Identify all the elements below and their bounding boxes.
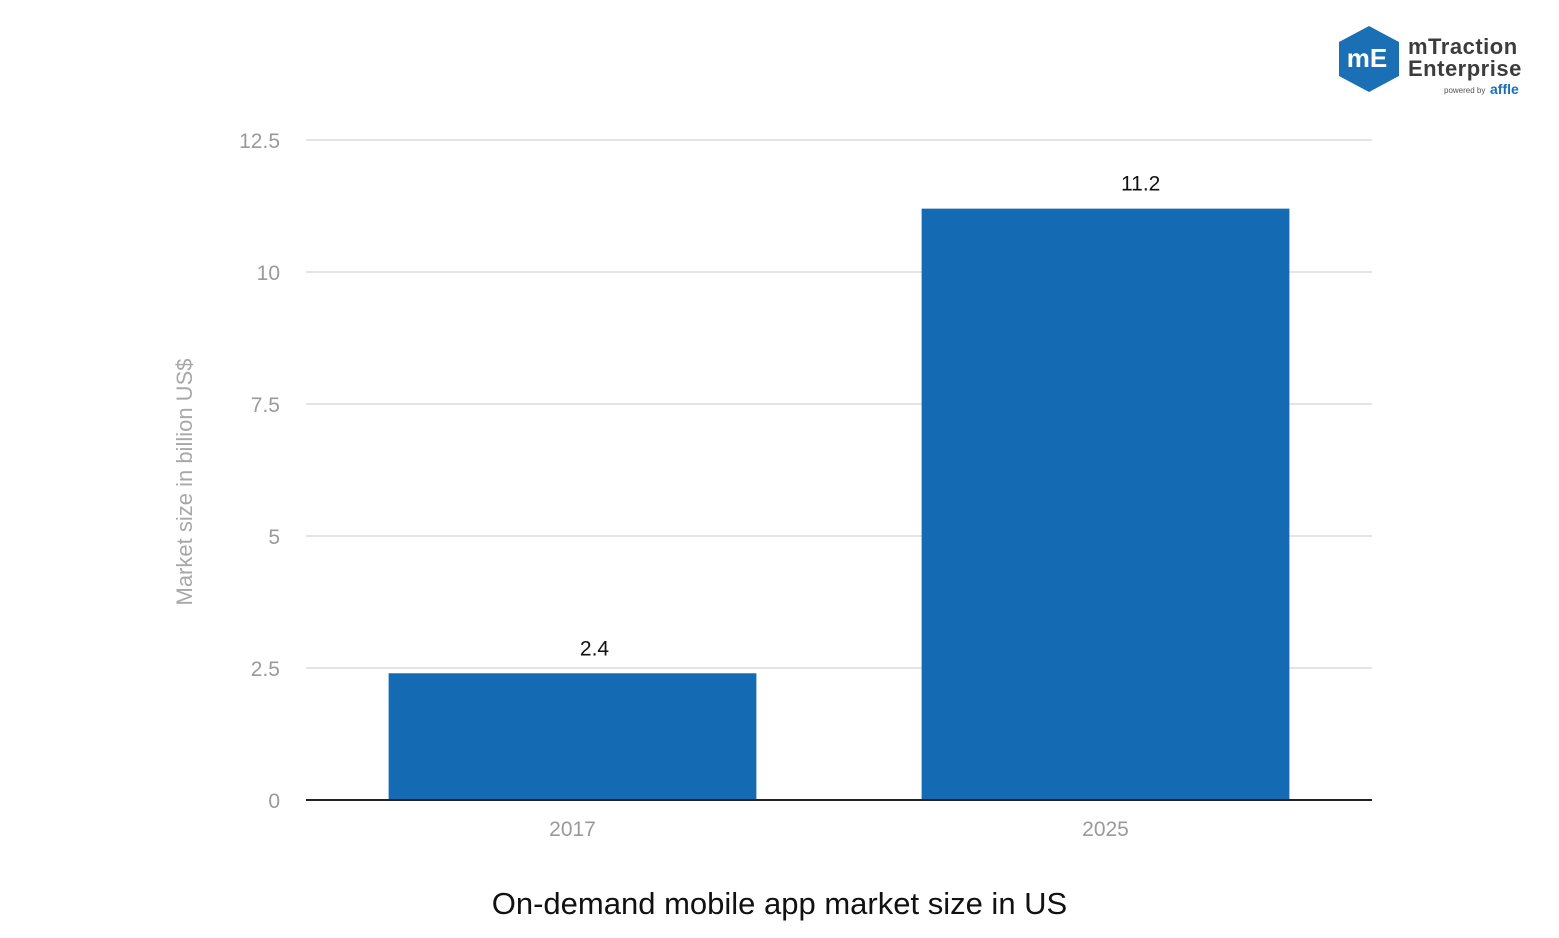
- data-label-2025: 11.2: [1121, 173, 1160, 196]
- bar-2017: [388, 673, 757, 800]
- logo-powered-by: powered by: [1444, 86, 1486, 95]
- y-tick-label: 0: [268, 790, 280, 813]
- logo-mark: mE: [1347, 43, 1387, 73]
- bar-2025: [921, 208, 1290, 800]
- chart-title: On-demand mobile app market size in US: [491, 886, 1068, 921]
- hexagon-logo-icon: mE: [1339, 26, 1399, 92]
- x-tick-label: 2017: [549, 818, 596, 841]
- brand-logo: mE mTraction Enterprise powered by affle: [1336, 24, 1536, 104]
- bar-chart: 0 2.5 5 7.5 10 12.5 2.4 11.2 2017 2025 Market s…: [172, 130, 1372, 841]
- logo-text-line1: mTraction: [1408, 34, 1518, 59]
- x-tick-label: 2025: [1082, 818, 1129, 841]
- x-axis-categories: 2017 2025: [549, 818, 1129, 841]
- y-tick-label: 10: [257, 262, 280, 285]
- y-axis-ticks: 0 2.5 5 7.5 10 12.5: [239, 130, 280, 813]
- y-tick-label: 12.5: [239, 130, 280, 153]
- y-tick-label: 7.5: [251, 394, 280, 417]
- data-labels: 2.4 11.2: [580, 173, 1160, 661]
- data-label-2017: 2.4: [580, 637, 610, 660]
- y-tick-label: 2.5: [251, 658, 280, 681]
- logo-text-line2: Enterprise: [1408, 56, 1522, 81]
- y-axis-title: Market size in billion US$: [172, 359, 197, 606]
- y-tick-label: 5: [268, 526, 280, 549]
- logo-partner: affle: [1490, 81, 1519, 97]
- bars: [388, 208, 1290, 800]
